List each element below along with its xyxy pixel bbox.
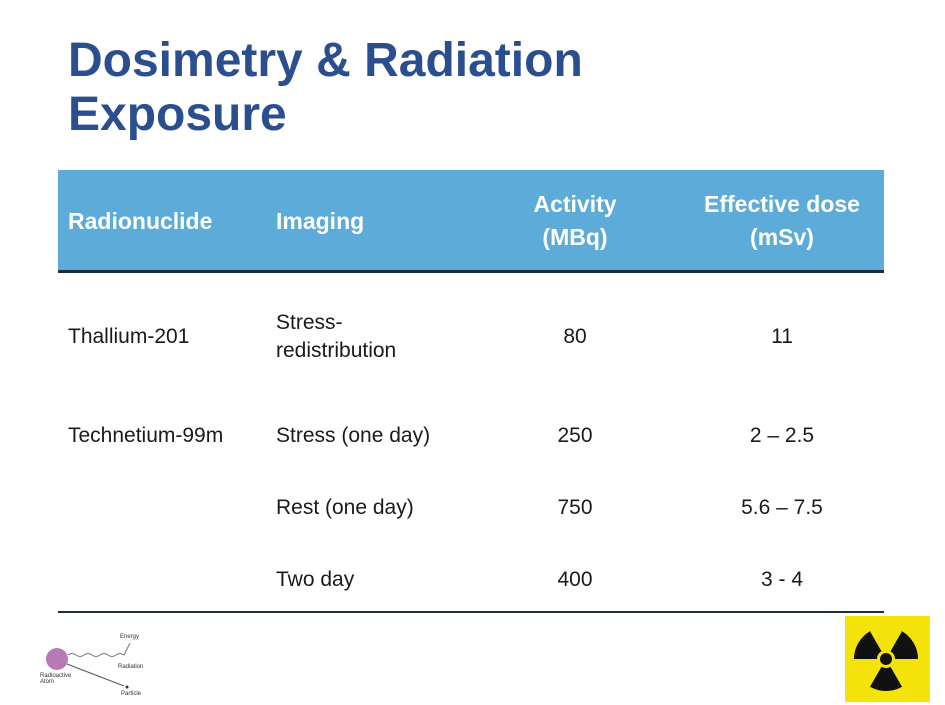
cell-line: redistribution [276, 339, 397, 362]
table-cell: Thallium-201 [68, 325, 190, 348]
table-cell: 5.6 – 7.5 [741, 496, 823, 519]
table-cell: 2 – 2.5 [749, 424, 815, 447]
header-line: (mSv) [750, 224, 814, 250]
diagram-label: Energy [120, 634, 140, 640]
diagram-label: Radioactive Atom [40, 673, 72, 685]
particle [125, 685, 129, 689]
cell-line: Two day [276, 568, 355, 591]
cell-line: Stress- [276, 311, 343, 334]
table-cell: 750 [557, 496, 593, 519]
table-cell: 11 [771, 325, 793, 348]
trefoil [854, 631, 918, 691]
header-line: Radionuclide [68, 207, 213, 234]
table-cell: Technetium-99m [68, 424, 224, 447]
cell-line: Rest (one day) [276, 496, 414, 519]
atom [46, 648, 68, 670]
header-line: (MBq) [542, 224, 608, 250]
table-cell: Stress (one day) [276, 422, 496, 450]
atom-diagram [46, 642, 131, 689]
column-header: Activity (MBq) [500, 188, 650, 254]
particle-arrow [66, 663, 125, 687]
table-bottom-rule [58, 611, 884, 613]
header-line: Activity [533, 191, 617, 217]
table-cell: 250 [557, 424, 593, 447]
table-cell: Rest (one day) [276, 494, 496, 522]
energy-wave [67, 642, 131, 657]
diagram-label: Particle [121, 691, 142, 697]
table-cell: 3 - 4 [760, 568, 804, 591]
slide-title: Dosimetry & Radiation Exposure [68, 34, 583, 141]
table-cell: Stress-redistribution [276, 309, 496, 365]
table-cell: 400 [557, 568, 593, 591]
table-cell: 80 [563, 325, 587, 348]
diagram-label: Radiation [118, 664, 144, 670]
header-line: Imaging [276, 207, 365, 234]
column-header: Effective dose (mSv) [680, 188, 884, 254]
column-header: Imaging [276, 205, 496, 238]
cell-line: Stress (one day) [276, 424, 431, 447]
column-header: Radionuclide [68, 205, 268, 238]
table-cell: Two day [276, 566, 496, 594]
header-line: Effective dose [704, 191, 860, 217]
table-header [58, 170, 884, 273]
